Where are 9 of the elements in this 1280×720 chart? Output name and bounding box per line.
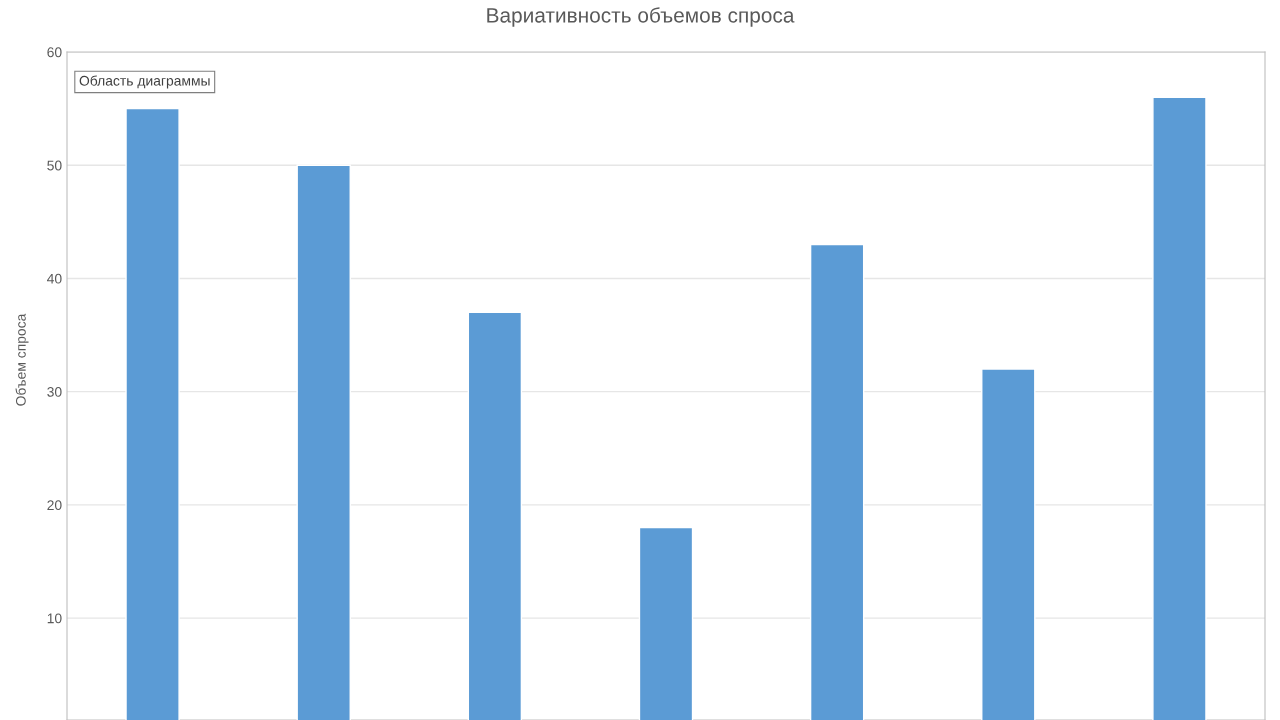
y-tick-label: 10 (47, 613, 62, 624)
chart-title: Вариативность объемов спроса (487, 7, 795, 27)
annotation: Область диаграммы (79, 75, 210, 89)
y-tick-label: 30 (47, 387, 62, 397)
y-tick-label: 20 (47, 500, 62, 511)
y-tick-label: 60 (47, 47, 62, 58)
y-axis-title: Объем спроса (15, 313, 29, 406)
y-tick-label: 40 (47, 273, 62, 284)
y-tick-label: 50 (47, 160, 62, 171)
